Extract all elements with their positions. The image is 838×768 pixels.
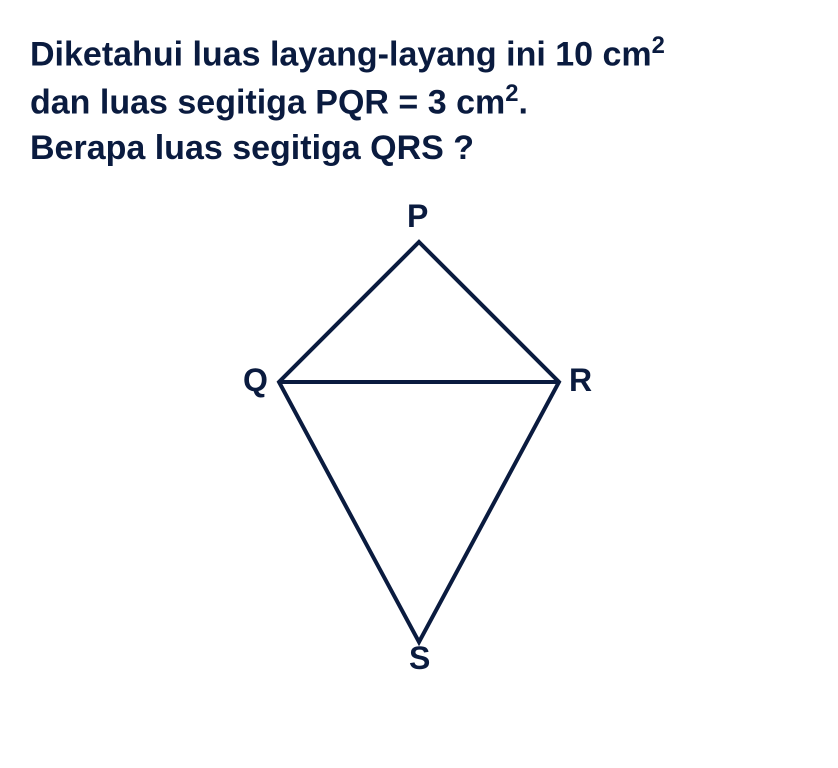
line2-end: .	[518, 84, 527, 122]
problem-text: Diketahui luas layang-layang ini 10 cm2 …	[30, 30, 808, 172]
vertex-label-q: Q	[243, 362, 268, 399]
vertex-label-s: S	[409, 640, 430, 677]
line3: Berapa luas segitiga QRS ?	[30, 129, 474, 167]
vertex-label-r: R	[569, 362, 592, 399]
vertex-label-p: P	[407, 198, 428, 235]
diagram-container: P Q R S	[30, 202, 808, 682]
line2-sup: 2	[505, 80, 518, 107]
line2-part1: dan luas segitiga PQR = 3 cm	[30, 84, 505, 122]
kite-diagram: P Q R S	[209, 202, 629, 682]
kite-svg	[209, 202, 629, 682]
line1-part1: Diketahui luas layang-layang ini 10 cm	[30, 35, 652, 73]
line1-sup: 2	[652, 32, 665, 59]
